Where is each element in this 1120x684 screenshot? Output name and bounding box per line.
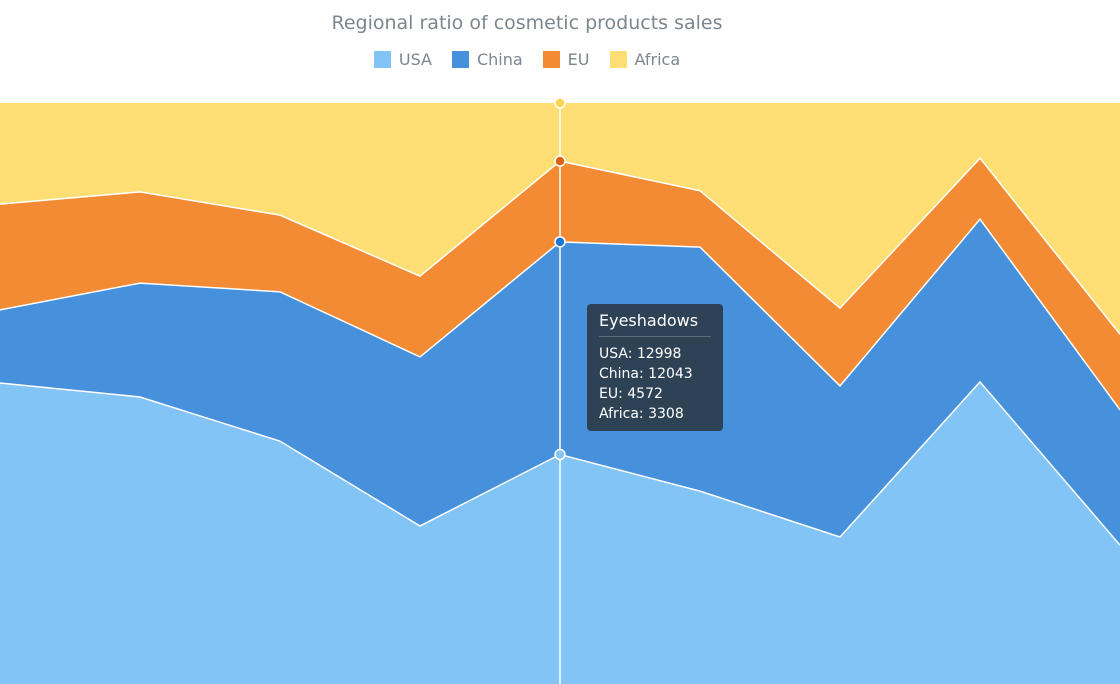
tooltip-row-eu: EU: 4572 (599, 386, 663, 402)
legend-swatch (609, 51, 627, 68)
hover-marker-china (554, 236, 566, 248)
hover-marker-africa (554, 97, 566, 109)
legend-item-usa[interactable]: USA (373, 50, 432, 69)
legend-item-eu[interactable]: EU (542, 50, 590, 69)
tooltip-row-china: China: 12043 (599, 366, 693, 382)
tooltip: Eyeshadows USA: 12998 China: 12043 EU: 4… (587, 304, 723, 431)
legend-label: Africa (634, 50, 681, 69)
tooltip-row-africa: Africa: 3308 (599, 406, 684, 422)
legend-label: China (476, 50, 523, 69)
tooltip-row-usa: USA: 12998 (599, 346, 682, 362)
legend-label: EU (567, 50, 590, 69)
legend-swatch (451, 51, 469, 68)
legend: USA China EU Africa (0, 50, 1054, 69)
legend-label: USA (398, 50, 432, 69)
hover-marker-usa (554, 448, 566, 461)
area-series-eu[interactable] (0, 158, 1120, 410)
hover-marker-eu (554, 155, 566, 167)
legend-swatch (373, 51, 391, 68)
area-series-africa[interactable] (0, 103, 1120, 335)
legend-item-china[interactable]: China (451, 50, 523, 69)
legend-item-africa[interactable]: Africa (609, 50, 681, 69)
legend-swatch (542, 51, 560, 68)
tooltip-title: Eyeshadows (599, 311, 711, 337)
chart-title: Regional ratio of cosmetic products sale… (331, 12, 723, 34)
